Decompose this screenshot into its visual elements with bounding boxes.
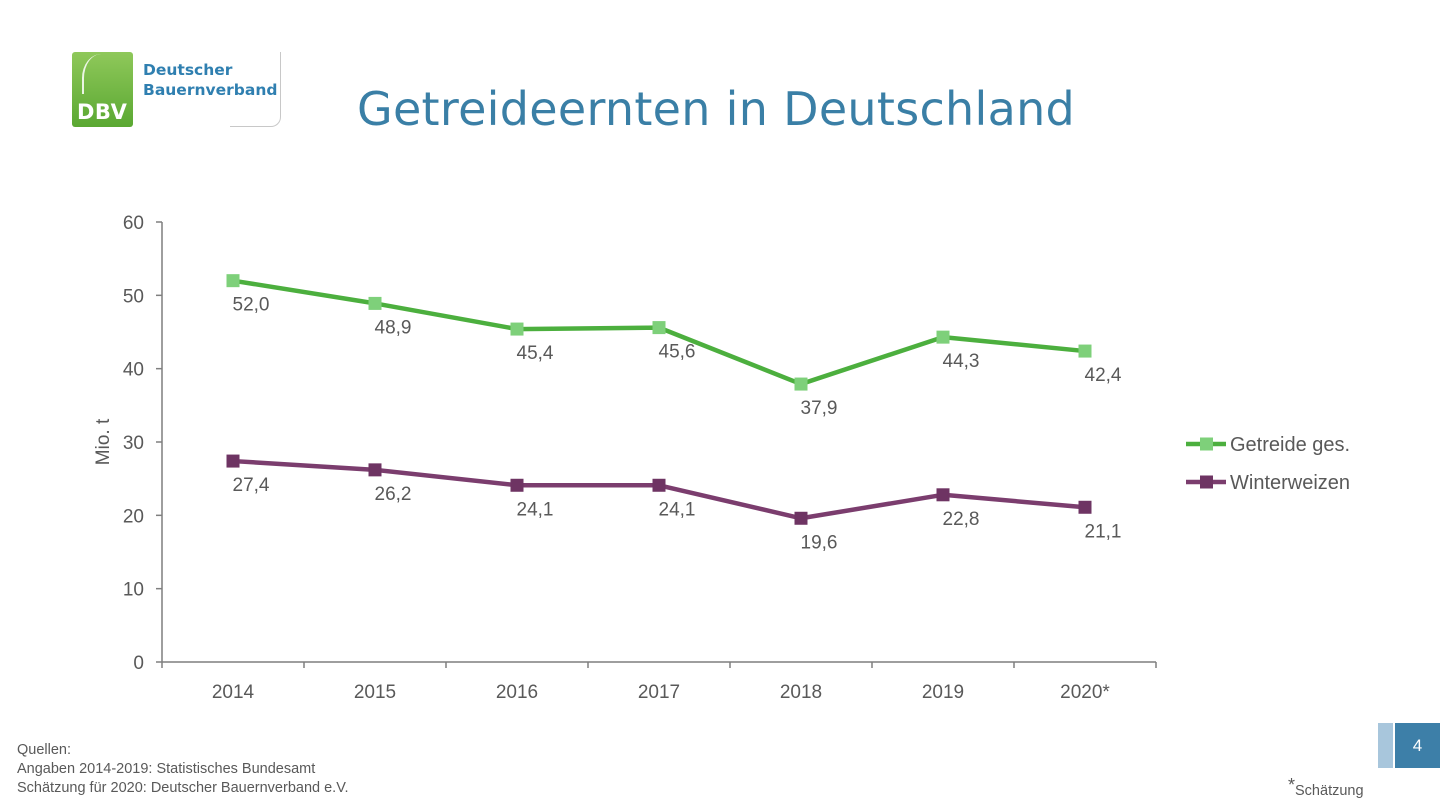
data-point [1078,344,1092,358]
y-tick-label: 10 [123,580,144,601]
x-tick-label: 2015 [354,682,396,703]
data-label: 27,4 [233,475,270,496]
page-marker-accent [1378,723,1393,768]
data-point [936,488,950,502]
logo-abbr: DBV [77,100,128,124]
data-label: 24,1 [659,499,696,520]
y-tick-label: 50 [123,286,144,307]
sources-note: Quellen: Angaben 2014-2019: Statistische… [17,741,349,798]
logo-name-line1: Deutscher [143,61,233,79]
data-label: 45,6 [659,342,696,363]
page-title: Getreideernten in Deutschland [357,82,1076,136]
sources-line-1: Angaben 2014-2019: Statistisches Bundesa… [17,761,316,777]
legend-marker [1200,437,1213,451]
data-point [936,330,950,344]
logo-name: Deutscher Bauernverband [143,60,277,100]
y-tick-label: 60 [123,213,144,234]
legend-label: Winterweizen [1230,472,1350,494]
footnote-text: Schätzung [1295,783,1364,799]
data-point [368,463,382,477]
data-label: 24,1 [517,499,554,520]
footnote: *Schätzung [1288,775,1364,800]
logo-curve-icon [82,54,114,94]
data-point [1078,500,1092,514]
legend-marker [1200,475,1213,489]
y-tick-label: 20 [123,506,144,527]
data-point [368,296,382,310]
x-tick-label: 2017 [638,682,680,703]
y-axis-label: Mio. t [93,418,114,465]
y-tick-label: 30 [123,433,144,454]
data-point [510,322,524,336]
line-chart: 0 10 20 30 40 50 60 2014 2015 2016 2017 2018 2019 202… [93,213,1350,703]
data-label: 42,4 [1085,365,1122,386]
data-label: 44,3 [943,351,980,372]
data-point [794,511,808,525]
x-tick-label: 2016 [496,682,538,703]
data-point [652,478,666,492]
data-label: 22,8 [943,509,980,530]
data-label: 52,0 [233,295,270,316]
data-label: 48,9 [375,317,412,338]
data-label: 37,9 [801,398,838,419]
x-tick-label: 2020* [1060,682,1110,703]
data-point [510,478,524,492]
footnote-star: * [1288,775,1296,795]
logo-mark: DBV [72,52,133,127]
y-tick-label: 40 [123,360,144,381]
sources-line-2: Schätzung für 2020: Deutscher Bauernverb… [17,780,349,796]
data-point [794,377,808,391]
data-point [652,321,666,335]
dbv-logo: DBV Deutscher Bauernverband [72,52,282,128]
page-number: 4 [1395,723,1440,768]
x-tick-label: 2019 [922,682,964,703]
x-tick-label: 2014 [212,682,255,703]
data-label: 21,1 [1085,521,1122,542]
data-label: 26,2 [375,484,412,505]
data-point [226,454,240,468]
data-label: 19,6 [801,532,838,553]
legend-label: Getreide ges. [1230,434,1350,456]
logo-name-line2: Bauernverband [143,81,278,99]
logo-divider [230,52,281,127]
data-label: 45,4 [517,343,554,364]
y-tick-label: 0 [133,653,144,674]
sources-heading: Quellen: [17,742,72,758]
data-point [226,274,240,288]
x-tick-label: 2018 [780,682,822,703]
